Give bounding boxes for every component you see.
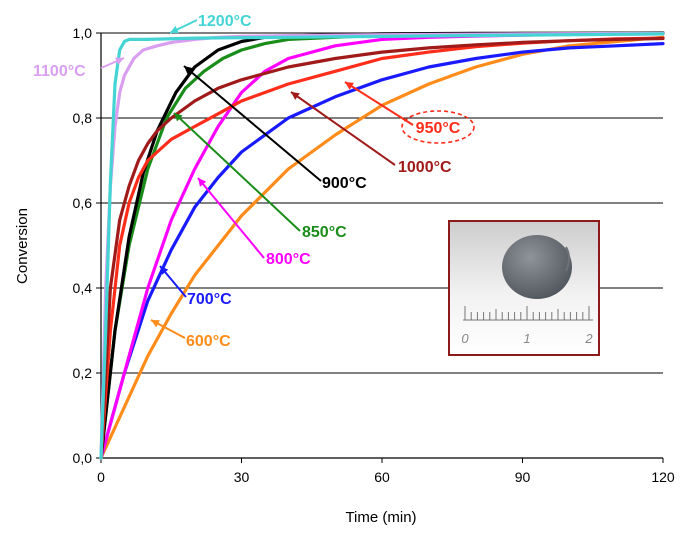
annotation-label: 800°C <box>266 251 311 268</box>
annotation-arrowhead <box>115 57 124 65</box>
x-tick-label: 60 <box>374 469 390 485</box>
series <box>99 31 665 460</box>
y-tick-label: 1,0 <box>73 25 93 41</box>
annotation-label: 1200°C <box>198 13 252 30</box>
annotation-arrowhead <box>170 25 179 34</box>
x-tick-label: 90 <box>515 469 531 485</box>
annotation-arrowhead <box>345 82 354 90</box>
y-tick-label: 0,8 <box>73 110 93 126</box>
pellet-image <box>502 235 572 299</box>
ruler-label: 0 <box>461 331 469 346</box>
pellet-edge <box>565 246 570 272</box>
highlight-circle <box>401 110 475 144</box>
annotation-label: 1100°C <box>33 63 86 80</box>
annotation-label: 1000°C <box>398 159 452 176</box>
series-line <box>99 32 665 460</box>
annotation-label: 600°C <box>186 333 231 350</box>
axes: Time (min) Conversion 0,0 0,2 0,4 0,6 0,8 1,0… <box>14 25 675 526</box>
annotation-arrow <box>173 112 301 232</box>
y-tick-label: 0,2 <box>73 365 93 381</box>
ruler-label: 1 <box>523 331 530 346</box>
annotation-arrowhead <box>198 178 207 187</box>
annotations: 1200°C 1100°C 950°C 1000°C 900°C 850°C 800°C 70… <box>33 13 475 350</box>
x-axis-label: Time (min) <box>345 509 416 526</box>
annotation-arrow <box>197 177 265 259</box>
x-tick-label: 120 <box>651 469 675 485</box>
y-tick-label: 0,0 <box>73 450 93 466</box>
inset-photo: 0 1 2 <box>448 220 600 356</box>
ruler-label: 2 <box>584 331 593 346</box>
annotation-arrow <box>344 81 414 126</box>
annotation-arrowhead <box>160 266 169 275</box>
y-tick-label: 0,6 <box>73 195 93 211</box>
annotation-arrowhead <box>151 320 160 328</box>
annotation-label: 900°C <box>322 175 367 192</box>
y-axis-label: Conversion <box>14 208 31 284</box>
annotation-arrowhead <box>291 92 300 100</box>
annotation-label: 950°C <box>416 120 461 137</box>
annotation-arrow <box>290 91 396 166</box>
annotation-arrow <box>183 65 322 182</box>
series-line <box>99 36 665 460</box>
annotation-arrowhead <box>184 66 193 75</box>
y-tick-label: 0,4 <box>73 280 93 296</box>
annotation-label: 850°C <box>302 224 347 241</box>
x-tick-label: 0 <box>97 469 105 485</box>
annotation-label: 700°C <box>187 291 232 308</box>
x-tick-label: 30 <box>234 469 250 485</box>
annotation-arrowhead <box>174 113 183 122</box>
